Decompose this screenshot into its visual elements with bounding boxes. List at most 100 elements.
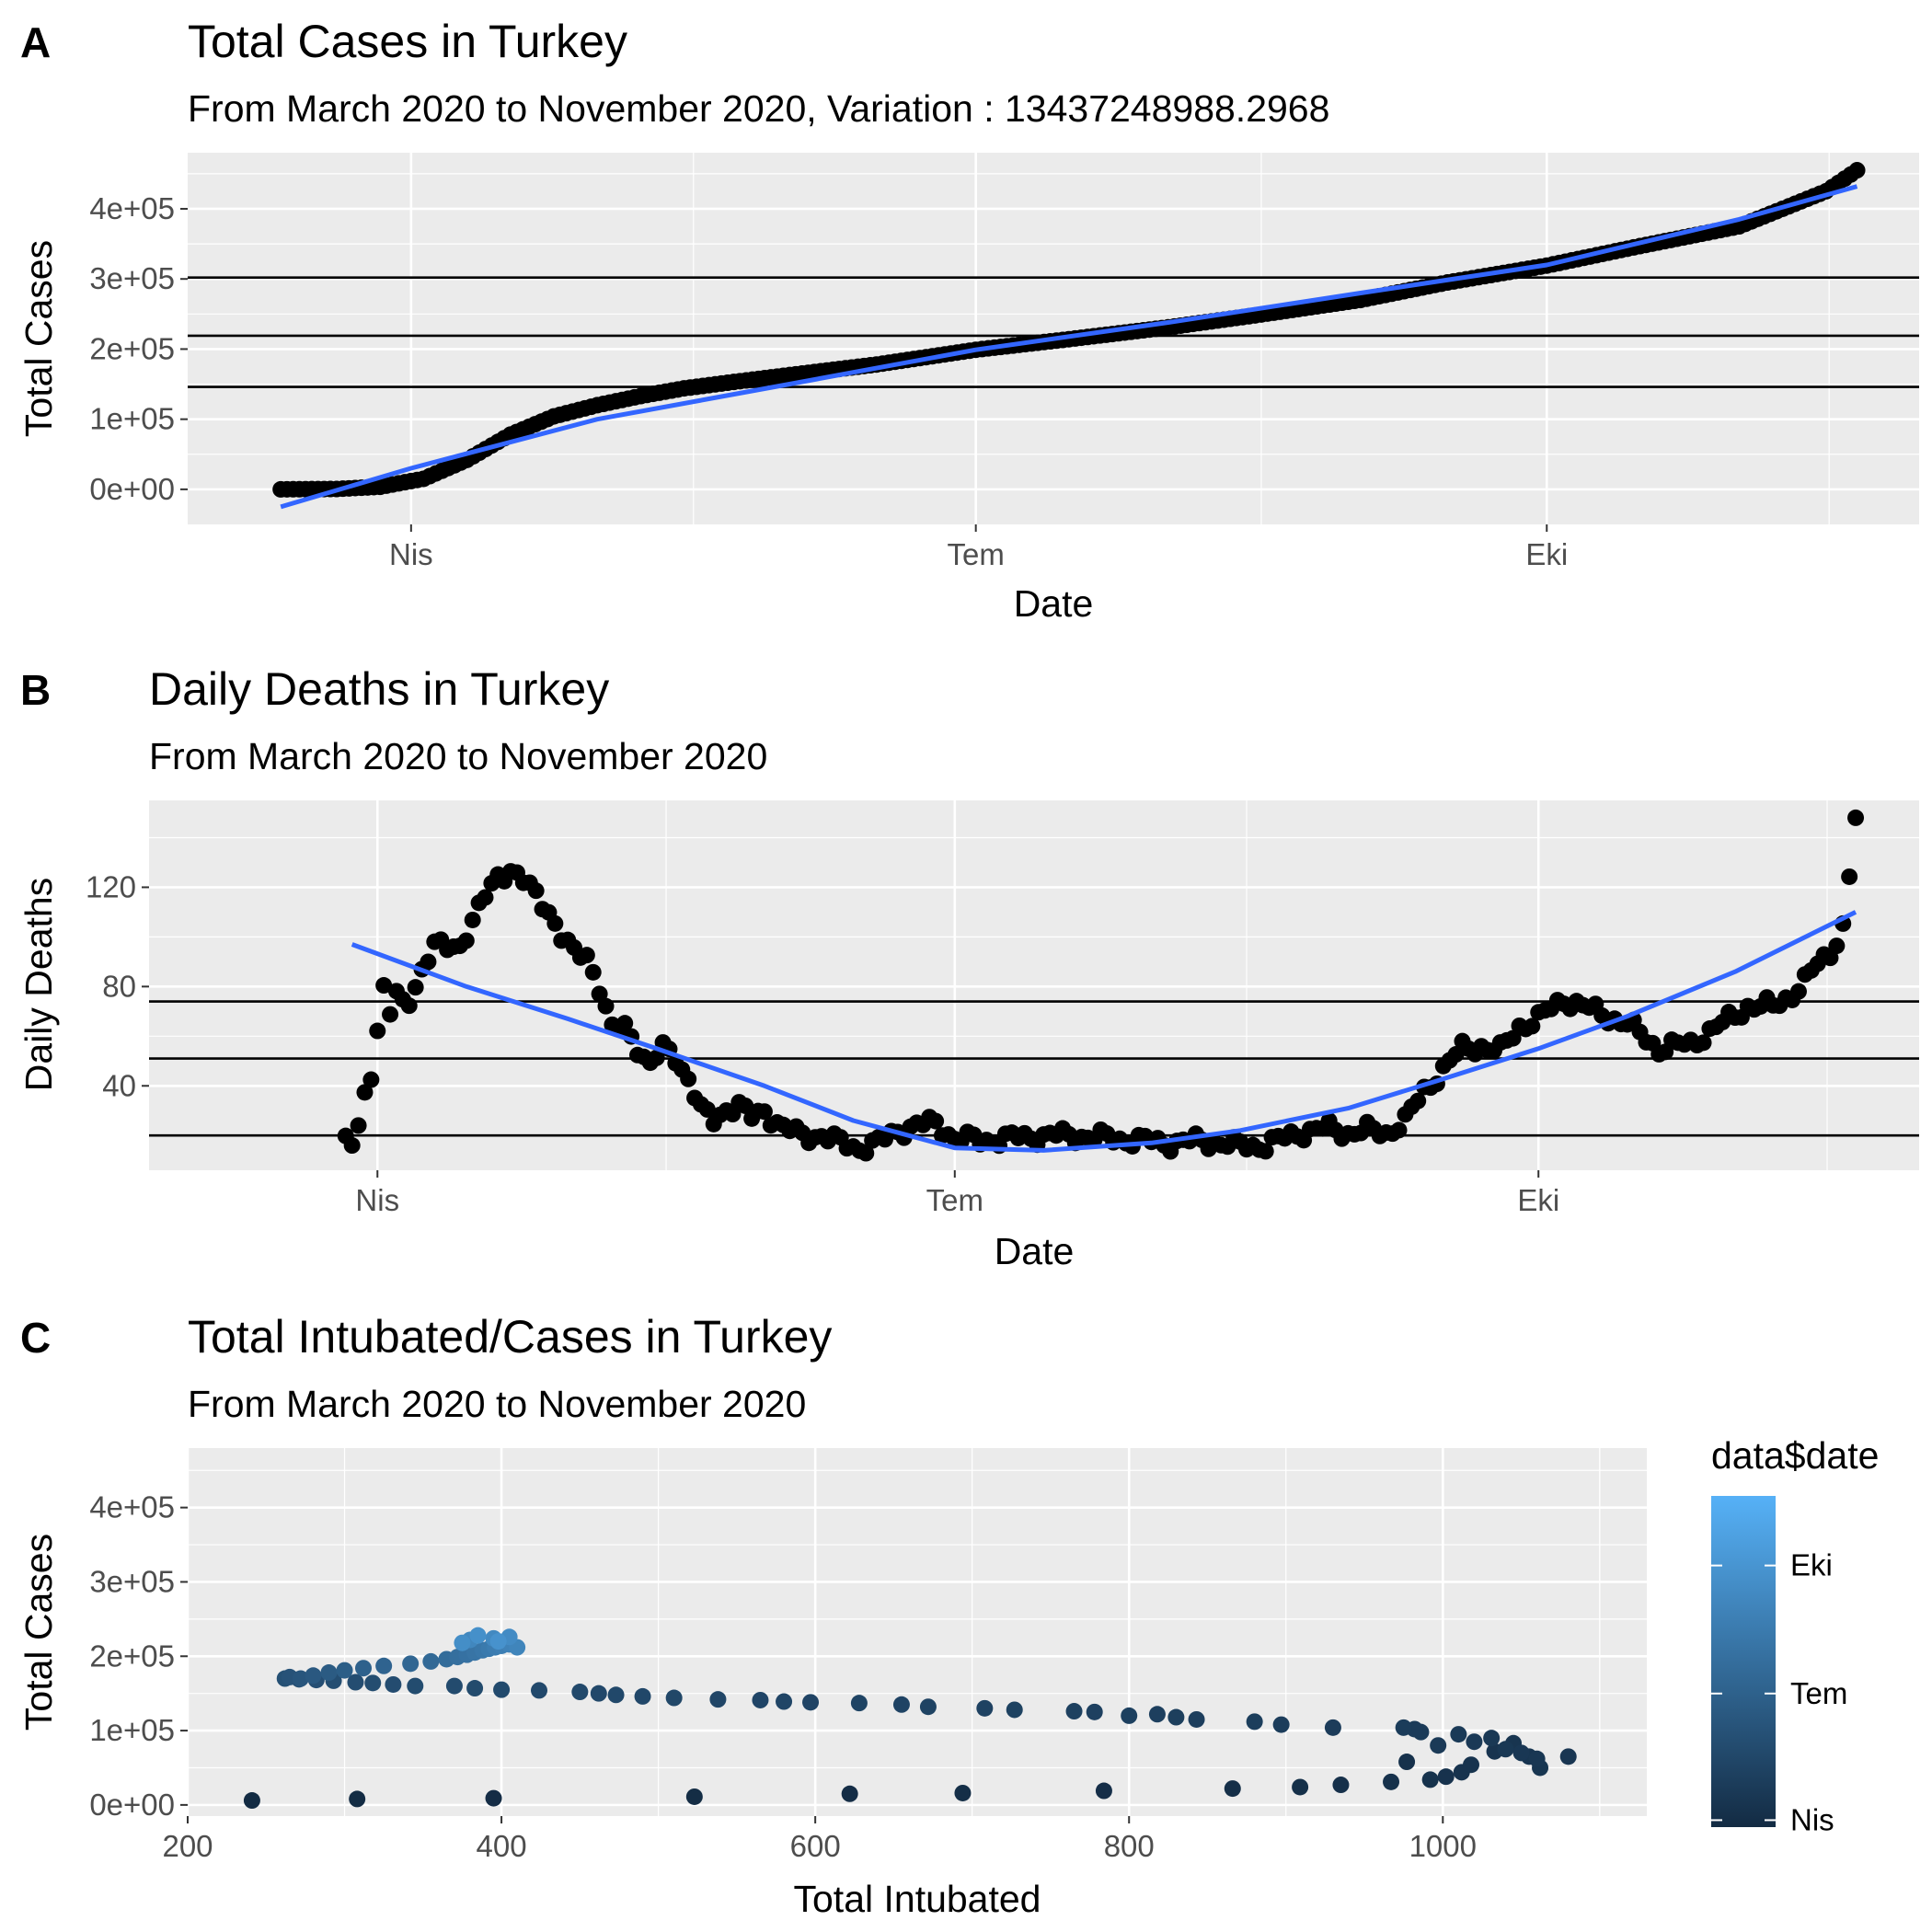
data-point	[1462, 1756, 1479, 1774]
data-point	[1504, 1029, 1522, 1047]
data-point	[755, 1103, 773, 1121]
legend-tick-label: Eki	[1790, 1548, 1833, 1582]
data-point	[752, 1691, 769, 1708]
data-point	[1657, 1043, 1674, 1061]
legend-tick-label: Nis	[1790, 1802, 1834, 1836]
data-point	[349, 1790, 366, 1808]
data-point	[350, 1117, 367, 1134]
y-tick-label: 3e+05	[89, 1564, 175, 1598]
panel-b: B Daily Deaths in Turkey From March 2020…	[17, 663, 1919, 1272]
data-point	[892, 1696, 910, 1713]
data-point	[616, 1015, 634, 1032]
data-point	[634, 1687, 651, 1705]
data-point	[976, 1699, 994, 1717]
data-point	[1695, 1034, 1712, 1052]
data-point	[362, 1071, 380, 1088]
panel-b-smooth	[351, 910, 1857, 1153]
data-point	[1324, 1719, 1341, 1736]
data-point	[1421, 1771, 1439, 1788]
data-point	[1065, 1703, 1083, 1720]
data-point	[1450, 1726, 1467, 1743]
legend-title: data$date	[1711, 1434, 1879, 1477]
data-point	[407, 979, 424, 996]
y-tick-label: 1e+05	[89, 1713, 175, 1747]
data-point	[369, 1022, 386, 1040]
data-point	[1497, 1741, 1514, 1758]
data-point	[584, 963, 602, 981]
data-point	[1188, 1710, 1205, 1728]
panel-b-title: Daily Deaths in Turkey	[149, 663, 609, 715]
y-tick-label: 120	[86, 869, 136, 903]
data-point	[1848, 162, 1866, 179]
data-point	[578, 947, 595, 964]
y-tick-label: 0e+00	[89, 472, 175, 506]
data-point	[402, 1655, 420, 1673]
data-point	[1828, 937, 1846, 955]
data-point	[546, 914, 564, 932]
data-point	[457, 932, 475, 949]
data-point	[1847, 809, 1865, 826]
data-point	[1395, 1719, 1412, 1736]
data-point	[776, 1693, 793, 1710]
data-point	[857, 1144, 875, 1162]
panel-c-x-axis-title: Total Intubated	[794, 1878, 1041, 1920]
data-point	[375, 1657, 393, 1674]
data-point	[1257, 1143, 1274, 1160]
y-tick-label: 40	[102, 1068, 136, 1102]
panel-a-y-axis: 0e+00 1e+05 2e+05 3e+05 4e+05	[89, 191, 188, 506]
x-tick-label: Eki	[1517, 1183, 1559, 1217]
data-point	[1789, 983, 1807, 1000]
data-point	[1528, 1750, 1546, 1767]
panel-c-x-axis: 200 400 600 800 1000	[162, 1816, 1477, 1863]
data-point	[356, 1084, 374, 1101]
data-point	[1272, 1716, 1290, 1733]
data-point	[464, 911, 481, 928]
data-point	[382, 1006, 399, 1023]
y-tick-label: 3e+05	[89, 261, 175, 295]
panel-a-title: Total Cases in Turkey	[188, 16, 627, 67]
smooth-line	[280, 184, 1858, 510]
panel-a-letter: A	[20, 18, 51, 66]
x-tick-label: 800	[1104, 1829, 1155, 1863]
data-point	[919, 1698, 937, 1716]
legend-tick-label: Tem	[1790, 1676, 1847, 1710]
x-tick-label: Tem	[948, 537, 1005, 571]
data-point	[590, 1685, 607, 1702]
smooth-line	[351, 910, 1857, 1153]
panel-b-grid	[149, 800, 1919, 1170]
data-point	[698, 1100, 716, 1118]
panel-b-y-axis-title: Daily Deaths	[17, 878, 60, 1091]
data-point	[336, 1662, 353, 1679]
panel-c-letter: C	[20, 1314, 51, 1362]
panel-a: A Total Cases in Turkey From March 2020 …	[17, 16, 1919, 625]
data-point	[1524, 1018, 1541, 1035]
panel-b-letter: B	[20, 666, 51, 714]
data-point	[243, 1792, 260, 1810]
panel-b-subtitle: From March 2020 to November 2020	[149, 735, 767, 777]
panel-b-x-axis: Nis Tem Eki	[355, 1170, 1559, 1217]
y-tick-label: 0e+00	[89, 1788, 175, 1822]
data-point	[1512, 1744, 1530, 1762]
data-point	[1086, 1703, 1103, 1720]
data-point	[1006, 1701, 1023, 1719]
data-point	[343, 1137, 361, 1155]
data-point	[927, 1112, 945, 1130]
panel-c-grid	[186, 1448, 1647, 1816]
data-point	[1332, 1777, 1350, 1794]
data-point	[1167, 1708, 1185, 1726]
data-point	[954, 1784, 972, 1801]
panel-a-smooth	[280, 184, 1858, 510]
y-tick-label: 4e+05	[89, 191, 175, 225]
data-point	[320, 1664, 338, 1682]
panel-b-points	[337, 809, 1865, 1162]
data-point	[802, 1694, 820, 1711]
data-point	[597, 997, 615, 1015]
x-tick-label: 1000	[1409, 1829, 1477, 1863]
panel-c-y-axis: 0e+00 1e+05 2e+05 3e+05 4e+05	[89, 1490, 188, 1822]
data-point	[1447, 1046, 1465, 1064]
x-tick-label: Tem	[926, 1183, 983, 1217]
legend-colorbar	[1711, 1496, 1776, 1827]
data-point	[709, 1691, 727, 1708]
data-point	[385, 1675, 402, 1693]
data-point	[737, 1097, 754, 1114]
